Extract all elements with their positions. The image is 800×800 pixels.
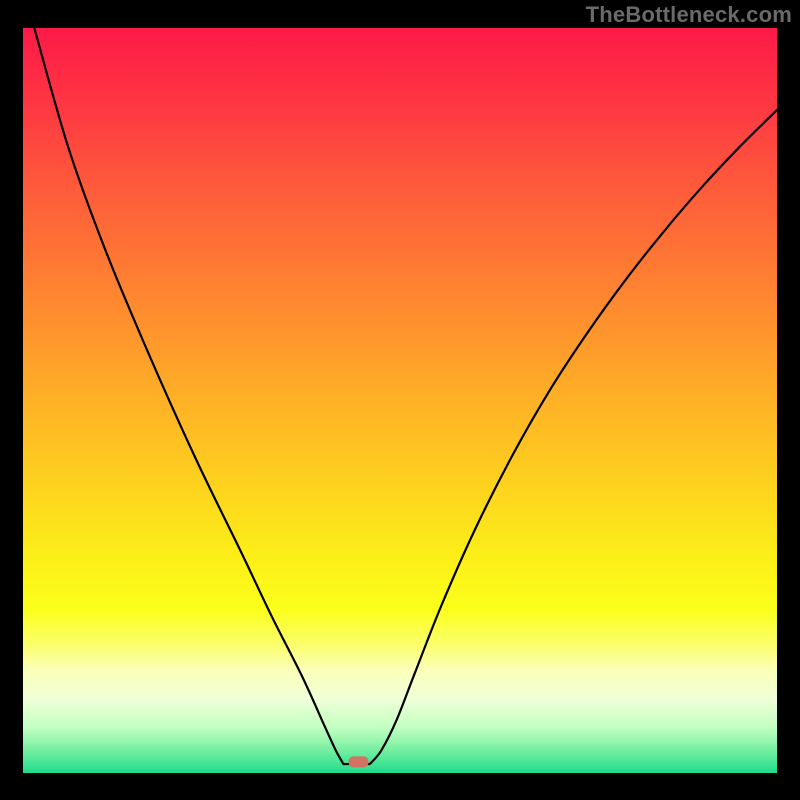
- plot-frame: [777, 28, 800, 773]
- plot-background: [23, 28, 777, 773]
- chart-root: TheBottleneck.com: [0, 0, 800, 800]
- optimal-point-marker: [349, 756, 369, 767]
- watermark-text: TheBottleneck.com: [586, 2, 792, 28]
- bottleneck-chart: [0, 0, 800, 800]
- plot-frame: [0, 773, 800, 800]
- plot-frame: [0, 28, 23, 773]
